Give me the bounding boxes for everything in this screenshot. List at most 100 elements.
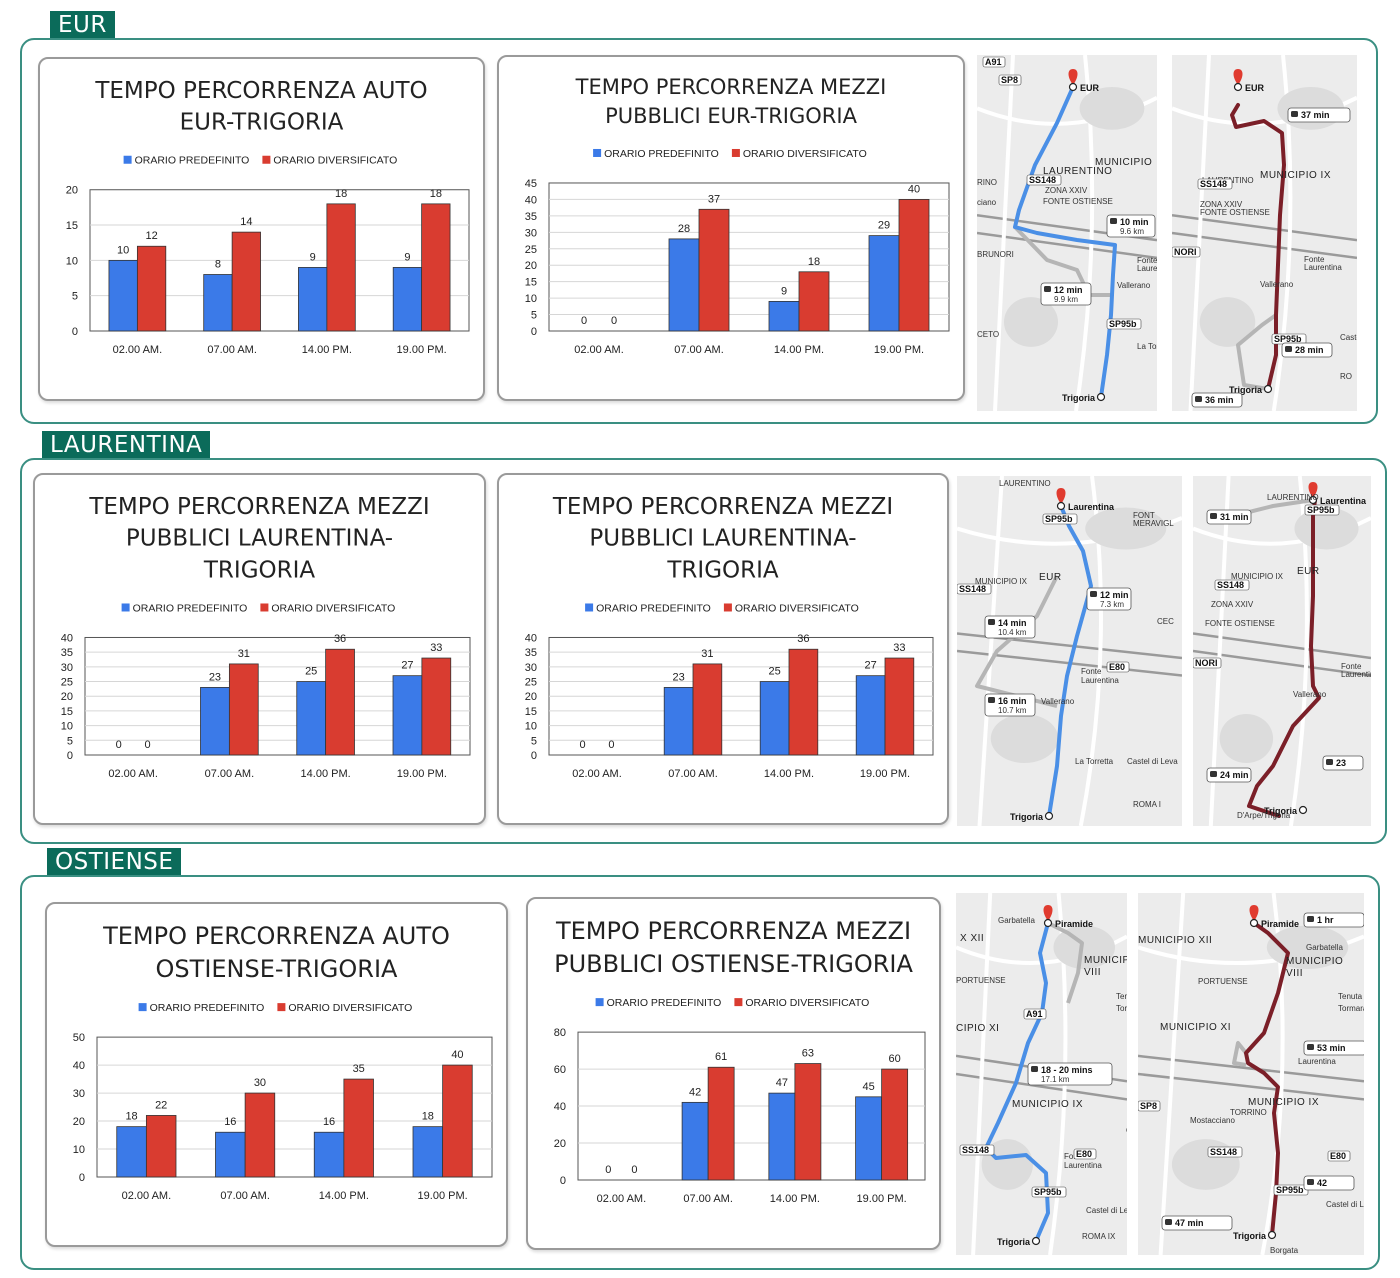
bar-predefinito	[663, 687, 694, 756]
bar-predefinito	[313, 1131, 345, 1178]
data-label-predefinito: 16	[224, 1116, 236, 1128]
map-place-label: TORRINO	[1230, 1108, 1267, 1117]
plot-area: 0 5 10 15 20 25 30 35 40 45 02.00 AM. 0 0 07.00 AM. 28…	[525, 178, 950, 356]
legend-label-diversificato: ORARIO DIVERSIFICATO	[735, 602, 859, 614]
map-alt-route	[1047, 921, 1084, 1004]
data-label-diversificato: 14	[240, 216, 252, 228]
map-place-label: MUNICIPIO XII	[1138, 935, 1212, 946]
y-tick-label: 40	[554, 1101, 566, 1113]
x-tick-label: 19.00 PM.	[397, 768, 447, 780]
destination-label: Trigoria	[1264, 806, 1298, 816]
bar-diversificato	[788, 648, 819, 756]
chart-title-line: PUBBLICI OSTIENSE-TRIGORIA	[554, 950, 913, 978]
y-tick-label: 20	[525, 691, 537, 703]
road-shield	[959, 1144, 995, 1156]
map-place-label: FONTE OSTIENSE	[1205, 619, 1275, 628]
x-tick-label: 02.00 AM.	[122, 1190, 172, 1202]
y-tick-label: 0	[79, 1172, 85, 1184]
data-label-diversificato: 0	[608, 739, 614, 751]
bar-predefinito	[116, 1126, 147, 1178]
x-tick-label: 14.00 PM.	[770, 1193, 820, 1205]
x-tick-label: 19.00 PM.	[397, 344, 447, 356]
map-ostiense-trigoria-transit: Piramide Trigoria MUNICIPIO XII Garbatella M…	[1138, 893, 1364, 1255]
destination-marker	[1267, 1230, 1277, 1240]
chart-card-mezzi-eur-trigoria: TEMPO PERCORRENZA MEZZI PUBBLICI EUR-TRIG…	[497, 55, 965, 401]
callout-distance: 7.3 km	[1100, 600, 1124, 609]
legend-swatch-predefinito	[595, 998, 604, 1007]
data-label-predefinito: 8	[215, 258, 221, 270]
callout-time: 12 min	[1054, 285, 1083, 295]
map-road	[1138, 1054, 1364, 1083]
bus-icon	[1307, 1179, 1314, 1185]
map-road	[1158, 893, 1186, 1255]
map-place-label: CETO	[977, 330, 999, 339]
origin-marker	[1308, 495, 1318, 505]
map-place-label: Laurentina	[1341, 670, 1371, 679]
chart-title-line: TEMPO PERCORRENZA MEZZI	[575, 75, 887, 99]
map-place-label: Tenuta di	[1116, 992, 1127, 1001]
chart-card-mezzi-ostiense-trigoria: TEMPO PERCORRENZA MEZZI PUBBLICI OSTIENSE…	[526, 897, 941, 1250]
x-tick-label: 14.00 PM.	[764, 768, 814, 780]
plot-area: 0 5 10 15 20 02.00 AM. 10 12 07.00 AM. 8 14 14.00 P…	[66, 185, 470, 356]
bar-diversificato	[231, 231, 261, 332]
map-place-label: Laurentina	[1081, 676, 1119, 685]
map-place-label: LAURENTINO	[999, 479, 1051, 488]
bus-icon	[1326, 759, 1333, 765]
map-road	[1172, 231, 1357, 260]
map-place-label: La Torr	[1137, 342, 1157, 351]
map-place-label: ZONA XXIV	[1200, 200, 1243, 209]
map-place-label: D'Arpe/Trigoria	[1237, 811, 1291, 820]
data-label-predefinito: 45	[862, 1081, 874, 1093]
map-park	[1199, 297, 1256, 347]
road-shield	[1193, 657, 1222, 669]
map-alt-route	[975, 575, 1059, 708]
route-callout	[1106, 214, 1156, 238]
callout-distance: 10.7 km	[998, 706, 1027, 715]
plot-frame	[548, 182, 950, 332]
y-tick-label: 5	[531, 310, 537, 322]
car-icon	[1090, 591, 1097, 597]
legend-swatch-diversificato	[260, 603, 269, 612]
map-place-label: FONT	[1133, 511, 1155, 520]
legend-swatch-diversificato	[734, 998, 743, 1007]
route-callout	[1191, 392, 1243, 408]
destination-label: Trigoria	[1229, 385, 1263, 395]
map-place-label: Castel di Leva	[1326, 1200, 1364, 1209]
map-laurentina-trigoria-car: Laurentina Trigoria EUR MUNICIPIO IX LAURENT…	[957, 476, 1182, 826]
bar-predefinito	[855, 675, 886, 756]
road-shield	[1138, 1100, 1161, 1112]
plot-area: 0 5 10 15 20 25 30 35 40 02.00 AM. 0 0 07.00 AM. 23 31…	[61, 632, 471, 780]
callout-distance: 17.1 km	[1041, 1075, 1070, 1084]
map-svg: Laurentina Trigoria EUR MUNICIPIO IX LAURENT…	[1193, 476, 1371, 826]
chart-card-mezzi-laurentina-trigoria-1: TEMPO PERCORRENZA MEZZI PUBBLICI LAURENTI…	[33, 473, 486, 825]
bar-diversificato	[881, 1068, 909, 1181]
legend-label-predefinito: ORARIO PREDEFINITO	[604, 148, 719, 160]
route-callout	[1086, 587, 1132, 611]
data-label-predefinito: 18	[422, 1111, 434, 1123]
map-route	[1247, 498, 1321, 818]
data-label-predefinito: 0	[605, 1164, 611, 1176]
plot-frame	[96, 1036, 493, 1178]
y-tick-label: 25	[61, 677, 73, 689]
callout-time: 12 min	[1100, 590, 1129, 600]
road-shield-label: SS148	[1210, 1147, 1237, 1157]
road-shield-label: SP8	[1140, 1101, 1157, 1111]
data-label-predefinito: 9	[310, 251, 316, 263]
bar-predefinito	[203, 274, 233, 332]
map-place-label: PORTUENSE	[956, 976, 1006, 985]
bar-diversificato	[698, 208, 730, 332]
chart-svg: TEMPO PERCORRENZA MEZZI PUBBLICI EUR-TRIG…	[525, 75, 950, 356]
callout-time: 10 min	[1120, 217, 1149, 227]
origin-marker	[1043, 918, 1053, 928]
data-label-diversificato: 36	[797, 633, 809, 645]
y-tick-label: 10	[61, 721, 73, 733]
map-place-label: Vallerano	[1117, 281, 1151, 290]
destination-label: Trigoria	[1062, 393, 1096, 403]
y-tick-label: 45	[525, 178, 537, 190]
x-tick-label: 14.00 PM.	[301, 768, 351, 780]
data-label-diversificato: 0	[611, 315, 617, 327]
map-place-label: CEC	[1157, 617, 1174, 626]
road-shield-label: SP95b	[1109, 319, 1137, 329]
map-place-label: Borgata	[1270, 1246, 1299, 1255]
car-icon	[1044, 286, 1051, 292]
